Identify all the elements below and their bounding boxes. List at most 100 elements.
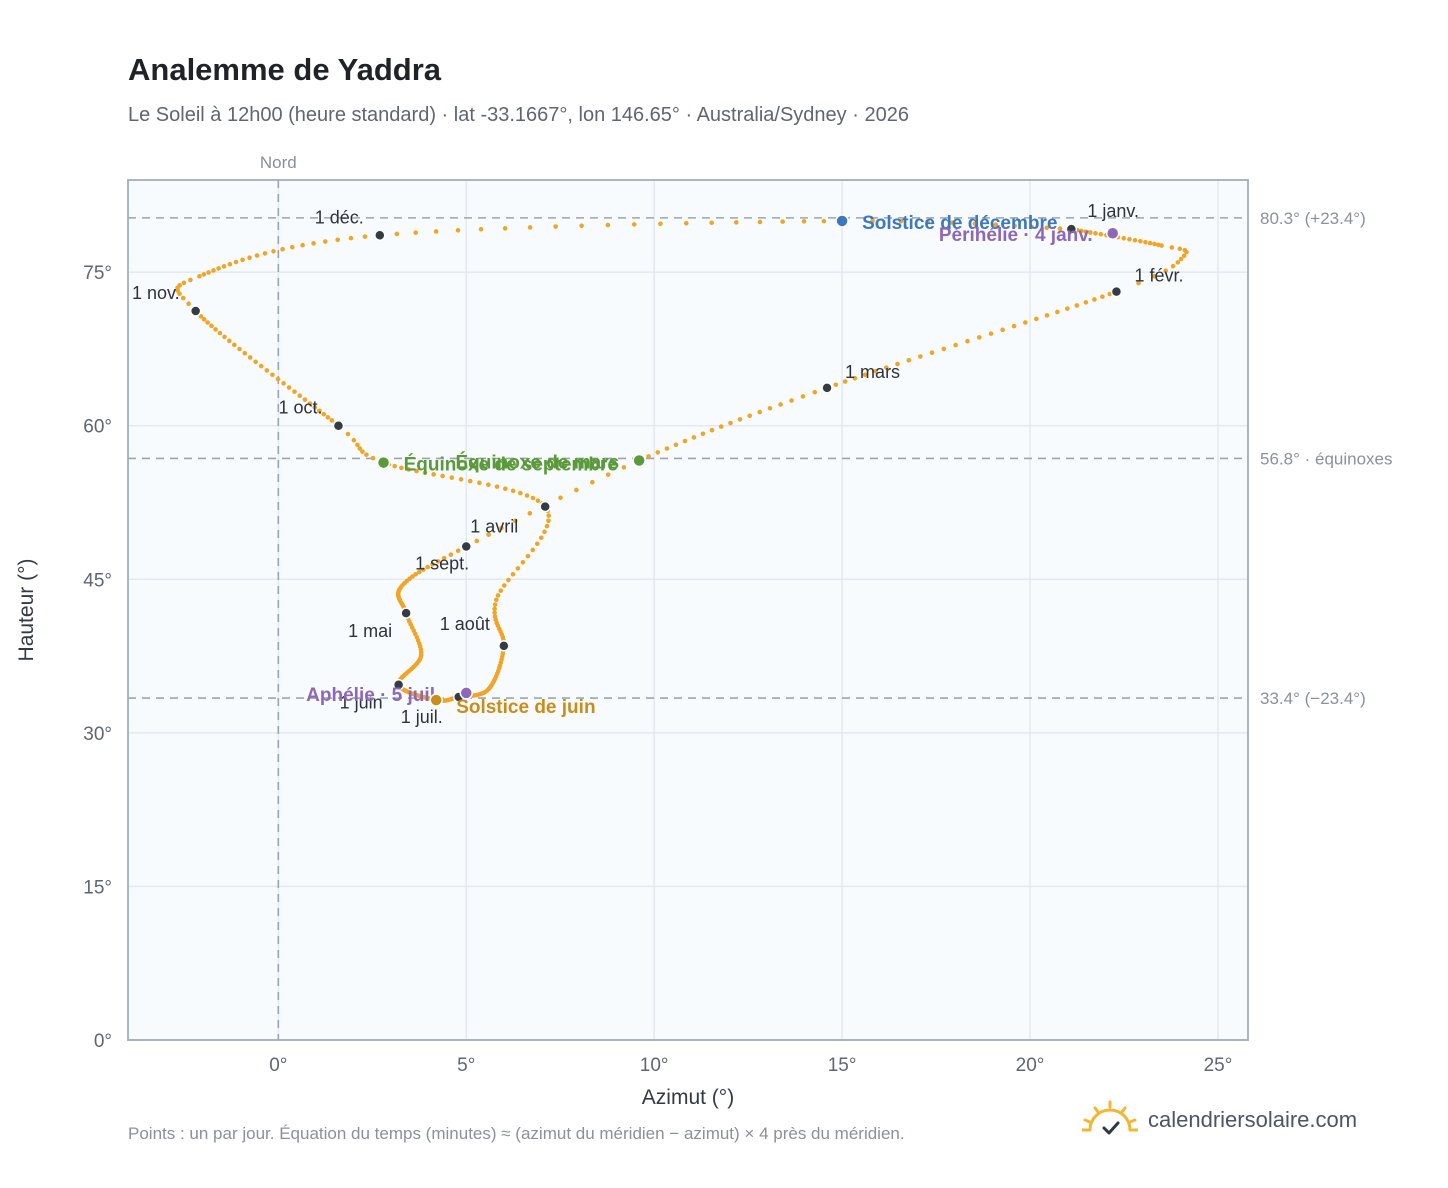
daily-sun-dot [1023, 320, 1028, 325]
plot-frame [127, 179, 1249, 1041]
daily-sun-dot [180, 295, 186, 301]
daily-sun-dot [1132, 237, 1138, 243]
daily-sun-dot [1029, 224, 1034, 230]
daily-sun-dot [709, 220, 714, 226]
daily-sun-dot [558, 495, 563, 501]
daily-sun-dot [240, 257, 245, 263]
daily-sun-dot [525, 553, 531, 559]
daily-sun-dot [467, 478, 473, 484]
daily-sun-dot [425, 564, 430, 570]
daily-sun-dot [527, 225, 533, 230]
daily-sun-dot [1093, 231, 1098, 236]
daily-sun-dot [201, 317, 207, 322]
brand[interactable]: calendriersolaire.com [1082, 1100, 1357, 1140]
daily-sun-dot [976, 335, 982, 340]
daily-sun-dot [221, 264, 227, 269]
daily-sun-dot [780, 219, 785, 224]
daily-sun-dot [1000, 327, 1005, 333]
daily-sun-dot [242, 350, 248, 356]
daily-sun-dot [684, 220, 689, 226]
daily-sun-dot [364, 452, 369, 457]
daily-sun-dot [322, 239, 328, 244]
daily-sun-dot [737, 417, 743, 422]
daily-sun-dot [307, 401, 313, 406]
daily-sun-dot [416, 569, 422, 575]
month-marker [332, 419, 345, 432]
daily-sun-dot [1055, 309, 1060, 315]
daily-sun-dot [254, 253, 260, 258]
daily-sun-dot [414, 468, 419, 474]
daily-sun-dot [227, 338, 232, 344]
daily-sun-dot [682, 438, 688, 444]
month-label: 1 sept. [415, 554, 469, 574]
daily-sun-dot [292, 389, 297, 394]
daily-sun-dot [1127, 236, 1132, 242]
plot-area [128, 180, 1248, 1040]
daily-sun-dot [449, 475, 455, 480]
daily-sun-dot [728, 420, 733, 426]
daily-sun-dot [953, 342, 958, 348]
event-marker [632, 453, 646, 468]
daily-sun-dot [1100, 294, 1105, 299]
y-tick-label: 30° [83, 724, 112, 745]
daily-sun-dot [392, 463, 397, 469]
daily-sun-dot [842, 379, 848, 384]
daily-sun-dot [1011, 323, 1017, 329]
daily-sun-dot [213, 327, 218, 332]
daily-sun-dot [302, 397, 308, 402]
daily-sun-dot [455, 228, 461, 233]
daily-sun-dot [264, 368, 270, 373]
month-label: 1 juin [340, 693, 383, 713]
daily-sun-dot [906, 357, 912, 363]
daily-sun-dot [321, 411, 327, 417]
daily-sun-dot [477, 480, 482, 486]
daily-sun-dot [898, 218, 904, 224]
daily-sun-dot [941, 346, 947, 352]
daily-sun-dot [1138, 238, 1143, 244]
daily-sun-dot [949, 220, 955, 225]
daily-sun-dot [1175, 260, 1181, 265]
daily-sun-dot [506, 577, 511, 583]
daily-sun-dot [499, 525, 504, 531]
event-marker [459, 686, 474, 700]
daily-sun-dot [767, 406, 773, 411]
daily-sun-dot [993, 222, 999, 228]
north-reference-label: Nord [260, 153, 297, 172]
daily-sun-dot [1074, 303, 1080, 308]
daily-sun-dot [535, 498, 541, 504]
daily-sun-dot [515, 566, 521, 571]
daily-sun-dot [399, 465, 404, 471]
y-tick-label: 45° [83, 570, 112, 591]
chart-subtitle: Le Soleil à 12h00 (heure standard) · lat… [128, 104, 909, 126]
daily-sun-dot [631, 222, 637, 227]
month-label: 1 déc. [315, 207, 364, 227]
month-marker [539, 500, 551, 513]
sun-logo-icon [1082, 1100, 1138, 1135]
daily-sun-dot [431, 472, 436, 477]
daily-sun-dot [1033, 316, 1039, 322]
daily-sun-dot [345, 431, 351, 437]
daily-sun-dot [335, 237, 341, 243]
daily-sun-dot [312, 404, 318, 410]
event-marker [429, 693, 443, 707]
daily-sun-dot [546, 513, 552, 518]
daily-sun-dot [198, 314, 204, 319]
daily-sun-dot [355, 442, 360, 448]
daily-sun-dot [280, 246, 285, 252]
daily-sun-dot [658, 221, 663, 227]
altitude-reference-label: 80.3° (+23.4°) [1260, 209, 1366, 228]
daily-sun-dot [325, 415, 331, 420]
daily-sun-dot [503, 486, 508, 492]
daily-sun-dot [474, 538, 480, 544]
daily-sun-dot [664, 446, 670, 451]
daily-sun-dot [492, 602, 498, 607]
month-label: 1 août [440, 614, 490, 634]
daily-sun-dot [691, 435, 697, 440]
daily-sun-dot [217, 330, 223, 336]
daily-sun-dot [351, 437, 357, 443]
daily-sun-dot [206, 270, 211, 275]
daily-sun-dot [181, 280, 187, 286]
daily-sun-dot [590, 479, 595, 485]
daily-sun-dot [929, 350, 935, 356]
